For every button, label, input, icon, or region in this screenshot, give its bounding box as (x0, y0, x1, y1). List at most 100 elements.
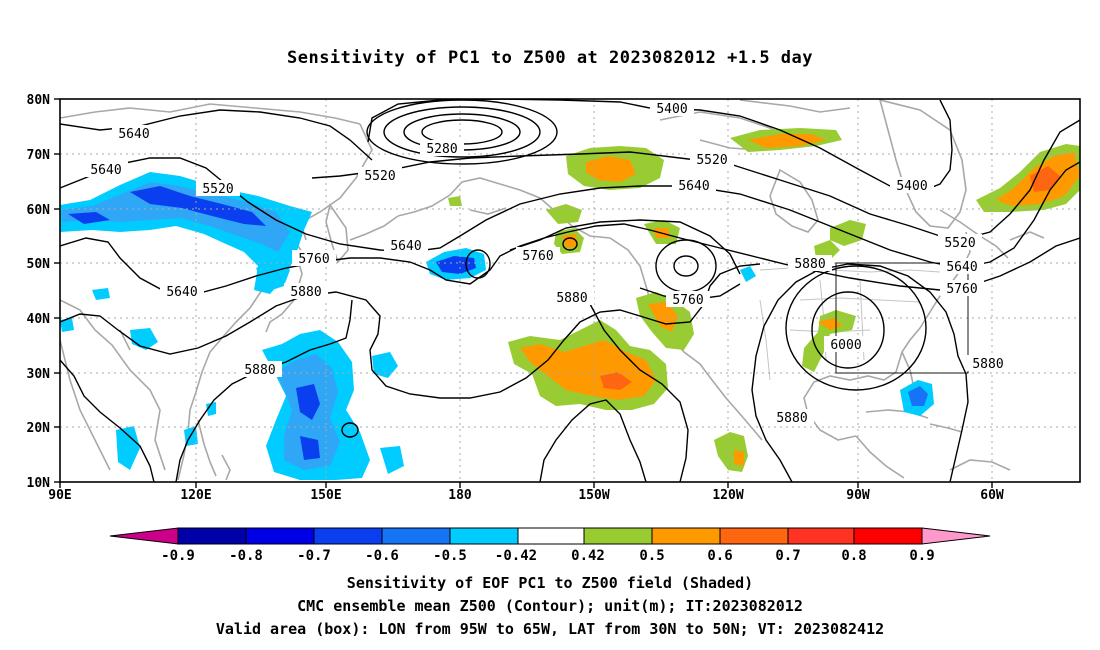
svg-text:5760: 5760 (946, 282, 977, 297)
blue-region-small-2 (372, 352, 398, 378)
contour-labels: 5640 5640 5520 5640 5760 5880 5880 5280 … (84, 100, 1010, 426)
svg-text:5640: 5640 (118, 127, 149, 142)
blue-region-small-4 (380, 446, 404, 474)
colorbar-swatch (853, 527, 923, 545)
colorbar-high-arrow (921, 527, 991, 545)
contour-label: 5520 (938, 234, 982, 251)
svg-text:5400: 5400 (896, 179, 927, 194)
lon-label: 90E (48, 488, 71, 503)
contour-label: 5640 (384, 237, 428, 254)
svg-text:5640: 5640 (90, 163, 121, 178)
lon-label: 60W (980, 488, 1004, 503)
lon-label: 150E (310, 488, 341, 503)
svg-text:5880: 5880 (794, 257, 825, 272)
contour-label: 5520 (196, 180, 240, 197)
blue-region-small-8 (184, 402, 216, 446)
contour-label: 5880 (238, 361, 282, 378)
colorbar-label: 0.5 (639, 548, 664, 564)
contour-label: 5880 (284, 283, 328, 300)
blue-region-small-3 (116, 426, 140, 470)
colorbar-label: -0.42 (495, 548, 537, 564)
svg-text:5400: 5400 (656, 102, 687, 117)
contour-label: 5880 (770, 409, 814, 426)
svg-text:5760: 5760 (672, 293, 703, 308)
colorbar-swatch (787, 527, 855, 545)
pos-region-canadian-arctic-core (748, 134, 826, 148)
contour-label: 5760 (292, 250, 336, 267)
lat-label: 20N (27, 421, 51, 436)
caption-line-2: CMC ensemble mean Z500 (Contour); unit(m… (297, 597, 803, 615)
contour-label: 6000 (824, 336, 868, 353)
colorbar-label: 0.7 (775, 548, 800, 564)
pos-region-alaska-orange-core (562, 234, 578, 248)
map-title: Sensitivity of PC1 to Z500 at 2023082012… (286, 48, 813, 68)
contour-label: 5760 (666, 291, 710, 308)
svg-text:5760: 5760 (298, 252, 329, 267)
svg-text:5520: 5520 (944, 236, 975, 251)
colorbar-label: 0.9 (909, 548, 934, 564)
blue-region-caribbean-core (908, 386, 928, 406)
pos-region-gulf (802, 310, 856, 372)
contour-label: 5640 (672, 177, 716, 194)
pos-region-ne-pacific-2-core (648, 302, 678, 332)
blue-region-small-6 (60, 288, 110, 332)
svg-text:5880: 5880 (556, 291, 587, 306)
lon-label: 180 (448, 488, 472, 503)
blue-region-siberia-core (68, 186, 266, 226)
svg-text:5880: 5880 (972, 357, 1003, 372)
lat-label: 40N (27, 312, 51, 327)
axis-ticks (54, 98, 993, 488)
colorbar-label: -0.7 (297, 548, 331, 564)
colorbar-label: -0.9 (161, 548, 195, 564)
lat-label: 10N (27, 476, 51, 491)
pos-region-bering-north-core (586, 156, 636, 182)
latitude-labels: 80N 70N 60N 50N 40N 30N 20N 10N (27, 93, 51, 491)
contour-label: 5760 (516, 247, 560, 264)
lat-label: 30N (27, 367, 51, 382)
colorbar-swatch (177, 527, 247, 545)
plot-border (59, 98, 1081, 483)
svg-text:5880: 5880 (776, 411, 807, 426)
lon-label: 120E (180, 488, 211, 503)
lat-label: 70N (27, 148, 51, 163)
svg-text:5880: 5880 (290, 285, 321, 300)
lon-label: 150W (578, 488, 609, 503)
colorbar-swatch (583, 527, 653, 545)
blue-region-siberia-mid (62, 182, 290, 252)
colorbar-swatch (313, 527, 383, 545)
caption-line-3: Valid area (box): LON from 95W to 65W, L… (215, 620, 885, 638)
lon-label: 120W (712, 488, 743, 503)
svg-text:5520: 5520 (696, 153, 727, 168)
svg-text:5640: 5640 (390, 239, 421, 254)
grid-lines (60, 99, 1080, 482)
colorbar-label: 0.8 (841, 548, 866, 564)
colorbar-swatch (719, 527, 789, 545)
valid-area-box (835, 262, 969, 374)
svg-text:5520: 5520 (364, 169, 395, 184)
svg-text:5640: 5640 (946, 260, 977, 275)
lat-label: 60N (27, 203, 51, 218)
colorbar-swatch (381, 527, 451, 545)
lat-label: 80N (27, 93, 51, 108)
pos-region-alaska-gulf (546, 204, 582, 224)
contour-label: 5400 (890, 177, 934, 194)
caption-line-1: Sensitivity of EOF PC1 to Z500 field (Sh… (346, 574, 754, 592)
lat-label: 50N (27, 257, 51, 272)
colorbar-swatch (245, 527, 315, 545)
contour-label: 5400 (650, 100, 694, 117)
colorbar-label: 0.42 (571, 548, 605, 564)
pos-region-small (448, 196, 462, 206)
colorbar-label: -0.8 (229, 548, 263, 564)
contour-label: 5760 (940, 280, 984, 297)
svg-text:5520: 5520 (202, 182, 233, 197)
colorbar (109, 527, 991, 545)
colorbar-labels: -0.9 -0.8 -0.7 -0.6 -0.5 -0.42 0.42 0.5 … (161, 548, 935, 564)
colorbar-swatch (517, 527, 585, 545)
contour-label: 5640 (160, 283, 204, 300)
blue-region-small-7 (740, 266, 756, 282)
contour-label: 5520 (358, 167, 402, 184)
contour-label: 5880 (788, 255, 832, 272)
colorbar-swatch (449, 527, 519, 545)
contour-label: 5640 (112, 125, 156, 142)
